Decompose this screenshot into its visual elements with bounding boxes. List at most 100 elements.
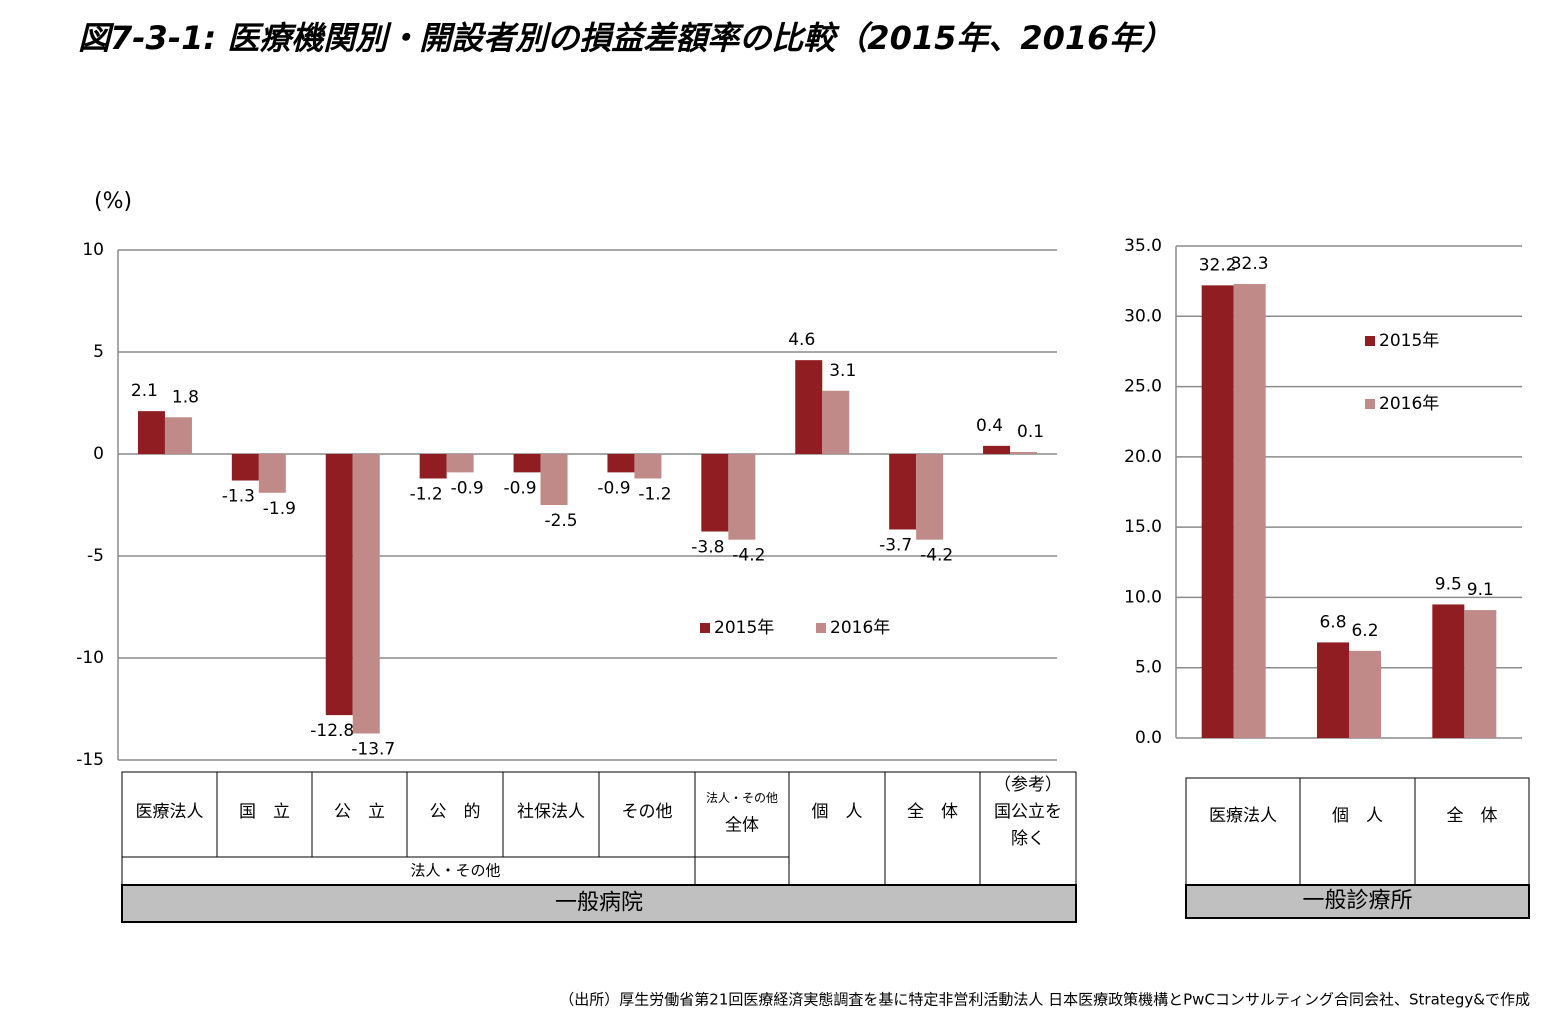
y-axis-label: (%) (94, 189, 132, 214)
y-tick-label: 20.0 (1124, 447, 1162, 467)
category-label: 公 的 (430, 802, 481, 822)
y-tick-label: -15 (76, 750, 104, 770)
y-tick-label: 0.0 (1135, 728, 1162, 748)
page-title: 図7-3-1: 医療機関別・開設者別の損益差額率の比較（2015年、2016年） (78, 19, 1173, 57)
bar (1201, 285, 1234, 738)
y-tick-label: -5 (87, 546, 104, 566)
bar (137, 411, 165, 454)
bar (1317, 642, 1349, 738)
bar (1432, 604, 1465, 738)
legend-label: 2016年 (1379, 394, 1439, 414)
bar (258, 454, 286, 493)
bar (513, 454, 541, 473)
legend-label: 2016年 (830, 618, 890, 638)
data-label: -1.2 (410, 484, 443, 504)
data-label: 32.3 (1231, 254, 1269, 274)
bar (540, 454, 568, 505)
data-label: -1.9 (263, 499, 296, 519)
category-label: 全体 (725, 816, 759, 836)
category-label: （参考） (994, 775, 1062, 795)
y-tick-label: 25.0 (1124, 377, 1162, 397)
data-label: -4.2 (732, 546, 765, 566)
data-label: -0.9 (451, 478, 484, 498)
data-label: 9.1 (1467, 580, 1494, 600)
category-label: 全 体 (907, 802, 958, 822)
legend-swatch (700, 623, 710, 633)
y-tick-label: 30.0 (1124, 306, 1162, 326)
y-tick-label: -10 (76, 648, 104, 668)
category-label: 公 立 (334, 802, 385, 822)
legend-label: 2015年 (714, 618, 774, 638)
data-label: 6.8 (1319, 612, 1346, 632)
data-label: -4.2 (920, 546, 953, 566)
group-band (121, 884, 1077, 923)
table-cell (884, 771, 981, 886)
bar (728, 454, 756, 540)
data-label: -1.3 (222, 487, 255, 507)
y-tick-label: 35.0 (1124, 236, 1162, 256)
data-label: -0.9 (503, 478, 536, 498)
source-note: （出所）厚生労働省第21回医療経済実態調査を基に特定非営利活動法人 日本医療政策… (559, 991, 1530, 1009)
legend-swatch (1365, 336, 1375, 346)
table-cell (1185, 777, 1301, 886)
category-label: 社保法人 (517, 802, 585, 822)
bar (607, 454, 635, 473)
bar (446, 454, 474, 473)
y-tick-label: 5.0 (1135, 658, 1162, 678)
bar (352, 454, 380, 734)
category-label: 個 人 (812, 802, 863, 822)
data-label: 6.2 (1351, 621, 1378, 641)
bar (983, 445, 1011, 454)
y-tick-label: 0 (93, 444, 104, 464)
data-label: 9.5 (1435, 574, 1462, 594)
data-label: 0.1 (1017, 422, 1044, 442)
bar (325, 454, 353, 716)
data-label: -0.9 (597, 478, 630, 498)
bar (419, 454, 447, 479)
bar (1349, 650, 1381, 738)
category-label: 法人・その他 (706, 791, 778, 805)
data-label: 4.6 (788, 330, 815, 350)
bar (916, 454, 944, 540)
data-label: -2.5 (544, 511, 577, 531)
data-label: 1.8 (172, 387, 199, 407)
y-tick-label: 15.0 (1124, 517, 1162, 537)
y-tick-label: 5 (93, 342, 104, 362)
group-title: 一般診療所 (1302, 889, 1412, 914)
bar (231, 454, 259, 481)
category-label: 医療法人 (136, 802, 204, 822)
data-label: 0.4 (976, 416, 1003, 436)
group-band (1185, 884, 1530, 919)
bar (1464, 610, 1497, 738)
bar (701, 454, 729, 532)
category-label: 国公立を (994, 802, 1062, 822)
data-label: 3.1 (829, 361, 856, 381)
table-cell (788, 771, 886, 886)
bar (889, 454, 917, 530)
bar (164, 417, 192, 454)
data-label: -13.7 (351, 739, 395, 759)
bar (1010, 451, 1038, 454)
data-label: -1.2 (638, 484, 671, 504)
group-label: 法人・その他 (410, 862, 500, 880)
bar (634, 454, 662, 479)
data-label: -12.8 (310, 721, 354, 741)
data-label: 32.2 (1199, 255, 1237, 275)
category-label: 医療法人 (1209, 806, 1277, 826)
category-label: 国 立 (239, 802, 290, 822)
category-label: 個 人 (1332, 806, 1383, 826)
group-title: 一般病院 (555, 891, 643, 916)
category-label: 除く (1011, 829, 1045, 849)
table-cell (1414, 777, 1530, 886)
data-label: -3.8 (691, 538, 724, 558)
bar (1233, 283, 1266, 738)
legend-swatch (1365, 399, 1375, 409)
category-label: その他 (622, 802, 673, 822)
data-label: 2.1 (131, 381, 158, 401)
y-tick-label: 10 (82, 240, 104, 260)
category-label: 全 体 (1447, 806, 1498, 826)
legend-swatch (816, 623, 826, 633)
legend-label: 2015年 (1379, 331, 1439, 351)
bar (795, 360, 823, 454)
